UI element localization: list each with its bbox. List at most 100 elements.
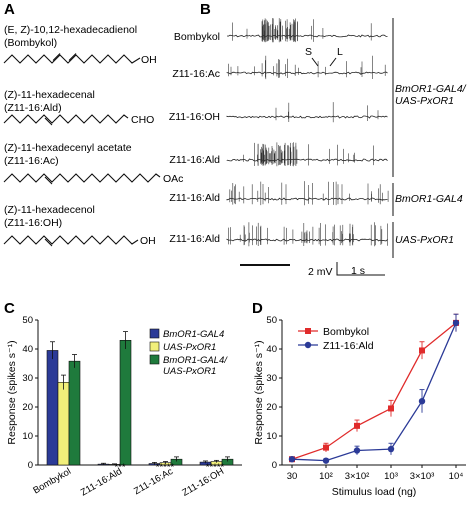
legend-marker bbox=[305, 328, 311, 334]
x-tick-label: 30 bbox=[287, 471, 298, 482]
spike-label-s: S bbox=[305, 46, 312, 58]
legend-marker bbox=[304, 341, 312, 349]
compound-1-name: (E, Z)-10,12-hexadecadienol bbox=[4, 24, 137, 36]
y-tick-label: 30 bbox=[266, 373, 277, 384]
trace-label-bombykol: Bombykol bbox=[174, 31, 220, 43]
y-tick-label: 40 bbox=[22, 344, 33, 355]
data-point bbox=[418, 398, 426, 405]
x-tick-label: Bombykol bbox=[31, 466, 73, 496]
panel-d: D 0 10 20 30 40 50 30 10² 3×10² 10³ 3×10³ 10⁴ Stimul… bbox=[252, 300, 466, 498]
scale-bar bbox=[336, 262, 385, 276]
scale-bar-s-label: 1 s bbox=[351, 265, 365, 277]
panel-a-letter: A bbox=[4, 1, 15, 18]
data-point bbox=[387, 405, 394, 412]
y-axis-title: Response (spikes s⁻¹) bbox=[6, 340, 18, 444]
x-tick-label: 10³ bbox=[384, 471, 398, 482]
data-point bbox=[354, 422, 361, 429]
x-tick-label: 10⁴ bbox=[449, 471, 464, 482]
panel-a: A (E, Z)-10,12-hexadecadienol (Bombykol)… bbox=[3, 1, 183, 247]
compound-2-abbrev: (Z11-16:Ald) bbox=[4, 102, 62, 114]
panel-b-letter: B bbox=[200, 1, 211, 18]
y-tick-label: 20 bbox=[22, 402, 33, 413]
spike-arrow-l bbox=[329, 57, 337, 67]
data-point bbox=[322, 444, 329, 451]
data-point bbox=[452, 319, 460, 327]
y-tick-label: 0 bbox=[272, 460, 277, 471]
trace-baseline-5 bbox=[226, 197, 388, 201]
compound-2-group: CHO bbox=[131, 114, 154, 126]
data-point bbox=[288, 456, 296, 463]
compound-1-abbrev: (Bombykol) bbox=[4, 37, 57, 49]
spike-traces bbox=[226, 18, 389, 247]
group-label-3: UAS-PxOR1 bbox=[395, 234, 454, 246]
bar-Bombykol-0 bbox=[46, 350, 59, 466]
data-point bbox=[353, 447, 361, 454]
compound-3-name: (Z)-11-hexadecenyl acetate bbox=[4, 142, 132, 154]
legend-swatch bbox=[149, 354, 160, 365]
compound-3-structure bbox=[3, 173, 161, 185]
trace-label-oh: Z11-16:OH bbox=[169, 111, 220, 123]
x-tick-label: 3×10³ bbox=[410, 471, 435, 482]
sig-marks-ac: ***** bbox=[156, 462, 175, 473]
panel-b: B Bombykol Z11-16:Ac Z11-16:OH Z11-16:Al… bbox=[169, 1, 467, 278]
data-point bbox=[322, 457, 330, 464]
trace-baseline-2 bbox=[226, 71, 388, 75]
trace-baseline-1 bbox=[226, 34, 388, 38]
legend-label: UAS-PxOR1 bbox=[163, 342, 216, 353]
trace-baseline-3 bbox=[226, 115, 388, 119]
legend-label: UAS-PxOR1 bbox=[163, 366, 216, 377]
y-tick-label: 40 bbox=[266, 344, 277, 355]
trace-label-ald-3: Z11-16:Ald bbox=[169, 233, 220, 245]
legend-label: BmOR1-GAL4 bbox=[163, 329, 224, 340]
x-tick-label: 3×10² bbox=[345, 471, 370, 482]
compound-4-abbrev: (Z11-16:OH) bbox=[4, 217, 62, 229]
bar-Bombykol-2 bbox=[68, 360, 81, 466]
trace-baseline-4 bbox=[226, 158, 388, 162]
group-label-2: BmOR1-GAL4 bbox=[395, 193, 463, 205]
y-tick-label: 10 bbox=[266, 431, 277, 442]
scale-bar-mv-label: 2 mV bbox=[308, 266, 333, 278]
compound-2-name: (Z)-11-hexadecenal bbox=[4, 89, 95, 101]
x-tick-label: 10² bbox=[319, 471, 333, 482]
trace-label-ac: Z11-16:Ac bbox=[172, 68, 220, 80]
compound-1-group: OH bbox=[141, 54, 157, 66]
data-point bbox=[387, 445, 395, 453]
series-line-1 bbox=[291, 322, 457, 462]
panel-c-letter: C bbox=[4, 300, 15, 317]
legend-label: Z11-16:Ald bbox=[323, 340, 374, 352]
legend-label: Bombykol bbox=[323, 326, 369, 338]
group-label-1b: UAS-PxOR1 bbox=[395, 95, 454, 107]
compound-3-abbrev: (Z11-16:Ac) bbox=[4, 155, 59, 167]
panel-c: C 0 10 20 30 40 50 Response (spikes s⁻¹) Bombyk… bbox=[4, 300, 242, 499]
x-axis-title: Stimulus load (ng) bbox=[332, 486, 417, 498]
spike-arrow-s bbox=[311, 57, 319, 67]
spike-label-l: L bbox=[337, 46, 343, 58]
compound-4-structure bbox=[3, 235, 139, 247]
panel-d-letter: D bbox=[252, 300, 263, 317]
y-tick-label: 50 bbox=[266, 315, 277, 326]
sig-marks-ald: *** bbox=[114, 462, 125, 473]
group-label-1a: BmOR1-GAL4/ bbox=[395, 83, 467, 95]
compound-4-group: OH bbox=[140, 235, 156, 247]
bar-Bombykol-1 bbox=[57, 382, 70, 466]
data-point bbox=[419, 347, 426, 354]
legend-swatch bbox=[149, 341, 160, 352]
bar-Z11-16:Ald-2 bbox=[119, 339, 132, 466]
compound-3-group: OAc bbox=[163, 173, 183, 185]
sig-marks-oh: ***** bbox=[206, 462, 225, 473]
y-axis-title: Response (spikes s⁻¹) bbox=[253, 340, 265, 444]
y-tick-label: 10 bbox=[22, 431, 33, 442]
y-tick-label: 20 bbox=[266, 402, 277, 413]
series-line-0 bbox=[291, 322, 457, 460]
chart-d: 0 10 20 30 40 50 30 10² 3×10² 10³ 3×10³ 10⁴ Stimulus… bbox=[253, 313, 466, 498]
compound-2-structure bbox=[3, 114, 129, 126]
compound-4-name: (Z)-11-hexadecenol bbox=[4, 204, 95, 216]
compound-1-structure bbox=[3, 53, 141, 64]
legend-label: BmOR1-GAL4/ bbox=[163, 355, 228, 366]
trace-label-ald-2: Z11-16:Ald bbox=[169, 192, 220, 204]
trace-label-ald-1: Z11-16:Ald bbox=[169, 154, 220, 166]
y-tick-label: 0 bbox=[28, 460, 33, 471]
y-tick-label: 50 bbox=[22, 315, 33, 326]
